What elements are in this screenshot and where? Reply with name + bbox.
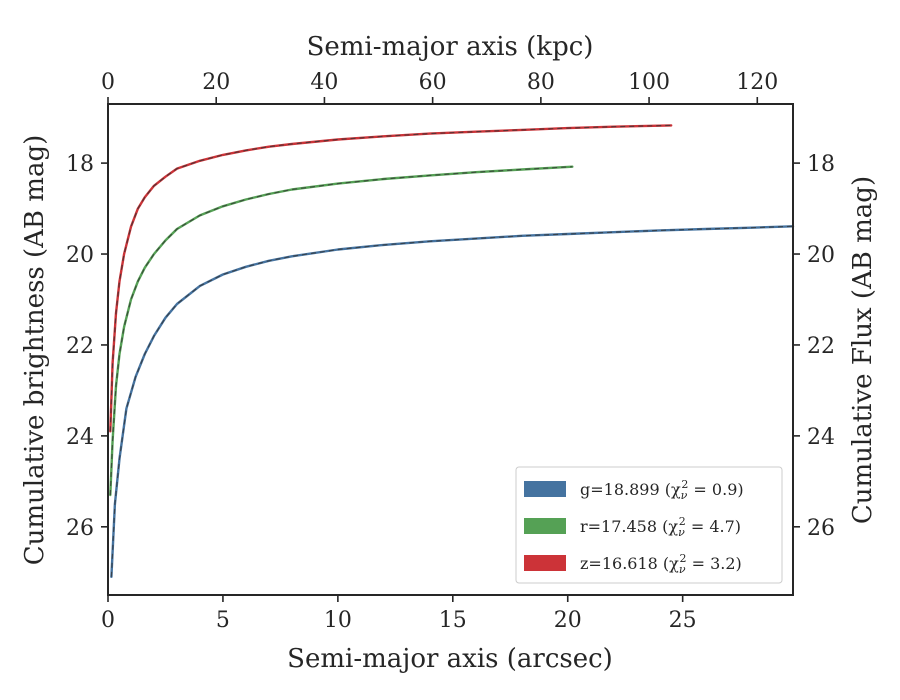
right-y-tick-label: 20 (807, 243, 835, 268)
legend-label: r=17.458 (χν2 = 4.7) (580, 515, 741, 539)
top-x-ticks: 0 20 40 60 80 100 120 (101, 70, 778, 104)
right-y-tick-label: 22 (807, 334, 835, 359)
y-axis-title-right: Cumulative Flux (AB mag) (848, 176, 878, 524)
series-model-line-z (109, 124, 672, 432)
top-x-tick-label: 120 (736, 70, 778, 95)
right-y-tick-label: 24 (807, 425, 835, 450)
legend-swatch (524, 555, 566, 571)
legend-swatch (524, 481, 566, 497)
top-x-tick-label: 100 (628, 70, 670, 95)
legend-label: g=18.899 (χν2 = 0.9) (580, 478, 744, 502)
x-tick-label: 15 (439, 608, 467, 633)
legend-box (515, 466, 783, 584)
top-x-tick-label: 0 (101, 70, 115, 95)
top-x-tick-label: 80 (527, 70, 555, 95)
left-y-ticks: 18 20 22 24 26 (66, 152, 108, 541)
legend-swatch (524, 518, 566, 534)
x-tick-label: 25 (669, 608, 697, 633)
series-model-line-r (109, 166, 573, 496)
y-tick-label: 18 (66, 152, 94, 177)
y-tick-label: 22 (66, 334, 94, 359)
x-tick-label: 5 (216, 608, 230, 633)
series-model-line-g (110, 225, 794, 577)
y-tick-label: 20 (66, 243, 94, 268)
curves-layer (109, 124, 795, 578)
right-y-ticks: 18 20 22 24 26 (793, 152, 835, 541)
x-tick-label: 10 (324, 608, 352, 633)
top-x-tick-label: 40 (310, 70, 338, 95)
top-x-tick-label: 60 (419, 70, 447, 95)
right-y-tick-label: 18 (807, 152, 835, 177)
y-tick-label: 26 (66, 516, 94, 541)
plot-frame (107, 103, 794, 596)
y-axis-title-left: Cumulative brightness (AB mag) (20, 135, 50, 566)
x-tick-label: 0 (101, 608, 115, 633)
legend-label: z=16.618 (χν2 = 3.2) (580, 552, 742, 576)
x-axis-title-bottom: Semi-major axis (arcsec) (287, 644, 613, 674)
x-tick-label: 20 (554, 608, 582, 633)
y-tick-label: 24 (66, 425, 94, 450)
legend: g=18.899 (χν2 = 0.9) r=17.458 (χν2 = 4.7)… (515, 466, 783, 584)
top-x-tick-label: 20 (202, 70, 230, 95)
x-axis-title-top: Semi-major axis (kpc) (307, 32, 594, 62)
right-y-tick-label: 26 (807, 516, 835, 541)
bottom-x-ticks: 0 5 10 15 20 25 (101, 595, 697, 633)
